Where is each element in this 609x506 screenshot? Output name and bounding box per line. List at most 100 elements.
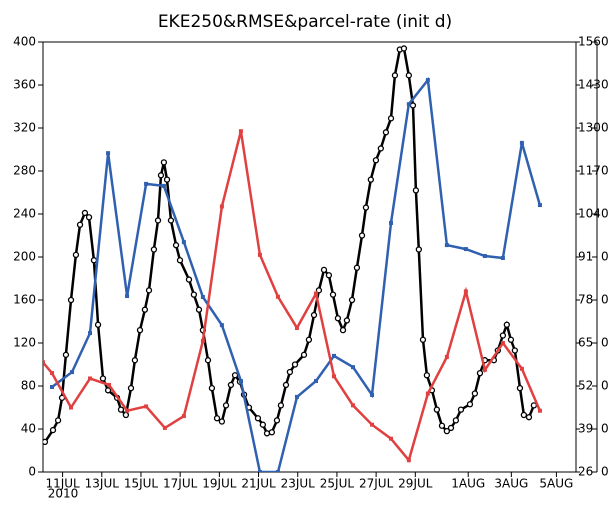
point bbox=[195, 306, 203, 313]
point bbox=[387, 115, 395, 122]
y-tick-label: 160 bbox=[13, 293, 36, 307]
y3-tick-label: 0 bbox=[601, 78, 609, 92]
y3-tick-label: 0 bbox=[601, 336, 609, 350]
point bbox=[275, 470, 280, 472]
point bbox=[511, 347, 519, 354]
point bbox=[471, 390, 479, 397]
point bbox=[141, 306, 149, 313]
point bbox=[419, 336, 427, 343]
point bbox=[377, 145, 384, 152]
y3-tick-label: 0 bbox=[601, 293, 609, 307]
y-tick-label: 280 bbox=[13, 164, 36, 178]
point bbox=[343, 317, 351, 324]
point bbox=[160, 159, 168, 166]
point bbox=[313, 291, 318, 296]
point bbox=[122, 411, 130, 419]
point bbox=[329, 291, 337, 298]
point bbox=[81, 209, 89, 217]
y3-tick-label: 0 bbox=[601, 207, 609, 221]
point bbox=[463, 247, 468, 252]
point bbox=[444, 243, 449, 248]
point bbox=[300, 351, 308, 358]
point bbox=[69, 405, 74, 410]
point bbox=[466, 401, 474, 408]
point bbox=[163, 176, 171, 183]
point bbox=[125, 294, 130, 299]
y-tick-label: 80 bbox=[21, 379, 36, 393]
y-tick-label: 400 bbox=[13, 35, 36, 49]
point bbox=[362, 204, 370, 211]
y2-tick-label: 156 bbox=[578, 35, 601, 49]
point bbox=[294, 394, 299, 399]
point bbox=[282, 381, 290, 389]
point bbox=[325, 272, 333, 279]
point bbox=[117, 406, 125, 413]
point bbox=[263, 430, 271, 437]
point bbox=[443, 427, 451, 435]
y3-tick-label: 0 bbox=[601, 250, 609, 264]
point bbox=[500, 341, 505, 345]
point bbox=[423, 372, 431, 379]
point bbox=[400, 45, 408, 52]
point bbox=[358, 232, 366, 239]
point bbox=[351, 365, 356, 370]
point bbox=[409, 102, 417, 109]
point bbox=[219, 323, 224, 328]
point bbox=[367, 176, 374, 183]
point bbox=[294, 325, 299, 330]
point bbox=[519, 366, 524, 371]
point bbox=[200, 295, 205, 300]
point bbox=[106, 151, 111, 156]
point bbox=[503, 321, 510, 328]
point bbox=[88, 331, 93, 336]
point bbox=[268, 429, 276, 436]
y2-tick-label: 65 bbox=[578, 336, 593, 350]
y3-tick-label: 0 bbox=[601, 422, 609, 436]
point bbox=[447, 424, 455, 432]
point bbox=[127, 384, 135, 392]
point bbox=[76, 221, 84, 228]
point bbox=[49, 426, 57, 434]
point bbox=[507, 336, 515, 343]
series-layer bbox=[43, 45, 542, 472]
point bbox=[305, 336, 313, 343]
point bbox=[231, 372, 239, 379]
point bbox=[257, 470, 262, 472]
x-tick-label: 25JUL bbox=[320, 477, 355, 491]
x-tick-label: 21JUL bbox=[241, 477, 276, 491]
point bbox=[254, 415, 262, 422]
point bbox=[67, 296, 75, 304]
point bbox=[537, 408, 542, 413]
point bbox=[62, 351, 70, 358]
x-tick-label: 3AUG bbox=[494, 477, 528, 491]
point bbox=[70, 370, 75, 375]
point bbox=[382, 129, 390, 136]
point bbox=[157, 172, 165, 179]
y-tick-label: 360 bbox=[13, 78, 36, 92]
point bbox=[291, 361, 299, 368]
y3-tick-label: 0 bbox=[601, 379, 609, 393]
y-tick-label: 200 bbox=[13, 250, 36, 264]
point bbox=[125, 408, 130, 413]
point bbox=[438, 422, 446, 429]
y-tick-label: 0 bbox=[28, 465, 36, 479]
point bbox=[415, 246, 422, 253]
y-tick-label: 240 bbox=[13, 207, 36, 221]
x-tick-label: 5AUG bbox=[539, 477, 573, 491]
point bbox=[144, 404, 149, 409]
point bbox=[273, 417, 281, 424]
point bbox=[43, 438, 49, 446]
point bbox=[99, 375, 107, 382]
point bbox=[154, 217, 162, 224]
point bbox=[94, 321, 102, 328]
point bbox=[370, 392, 375, 397]
point bbox=[200, 338, 205, 343]
point bbox=[406, 458, 411, 463]
point bbox=[425, 78, 430, 83]
point bbox=[167, 217, 175, 224]
x-tick-label: 19JUL bbox=[202, 477, 237, 491]
point bbox=[85, 214, 93, 221]
point bbox=[227, 381, 235, 389]
point bbox=[257, 252, 262, 257]
